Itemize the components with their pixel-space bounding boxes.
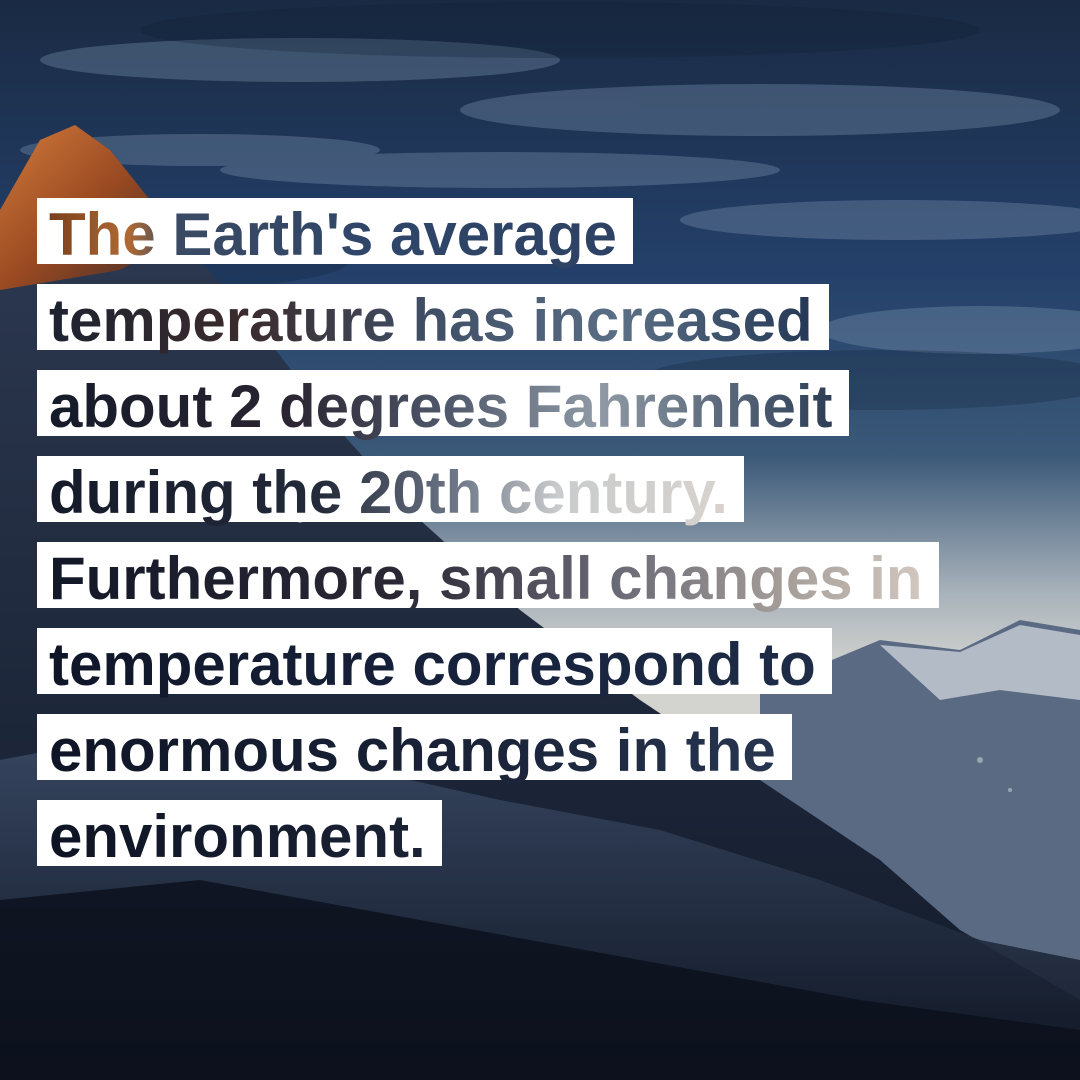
- quote-line-7-text: enormous changes in the: [49, 717, 776, 784]
- quote-line-5: Furthermore, small changes in: [37, 542, 939, 609]
- quote-line-5-text: Furthermore, small changes in: [49, 545, 923, 612]
- quote-line-8: environment.: [37, 800, 442, 867]
- quote-line-3-text: about 2 degrees Fahrenheit: [49, 373, 833, 440]
- quote-line-1-text: The Earth's average: [49, 201, 617, 268]
- quote-line-3: about 2 degrees Fahrenheit: [37, 370, 849, 437]
- quote-block: The Earth's average temperature has incr…: [37, 198, 1047, 886]
- quote-line-7: enormous changes in the: [37, 714, 792, 781]
- quote-line-4: during the 20th century.: [37, 456, 744, 523]
- quote-line-4-text: during the 20th century.: [49, 459, 728, 526]
- quote-line-2-text: temperature has increased: [49, 287, 813, 354]
- quote-line-6-text: temperature correspond to: [49, 631, 816, 698]
- quote-line-8-text: environment.: [49, 803, 426, 870]
- quote-line-1: The Earth's average: [37, 198, 633, 265]
- quote-line-2: temperature has increased: [37, 284, 829, 351]
- quote-line-6: temperature correspond to: [37, 628, 832, 695]
